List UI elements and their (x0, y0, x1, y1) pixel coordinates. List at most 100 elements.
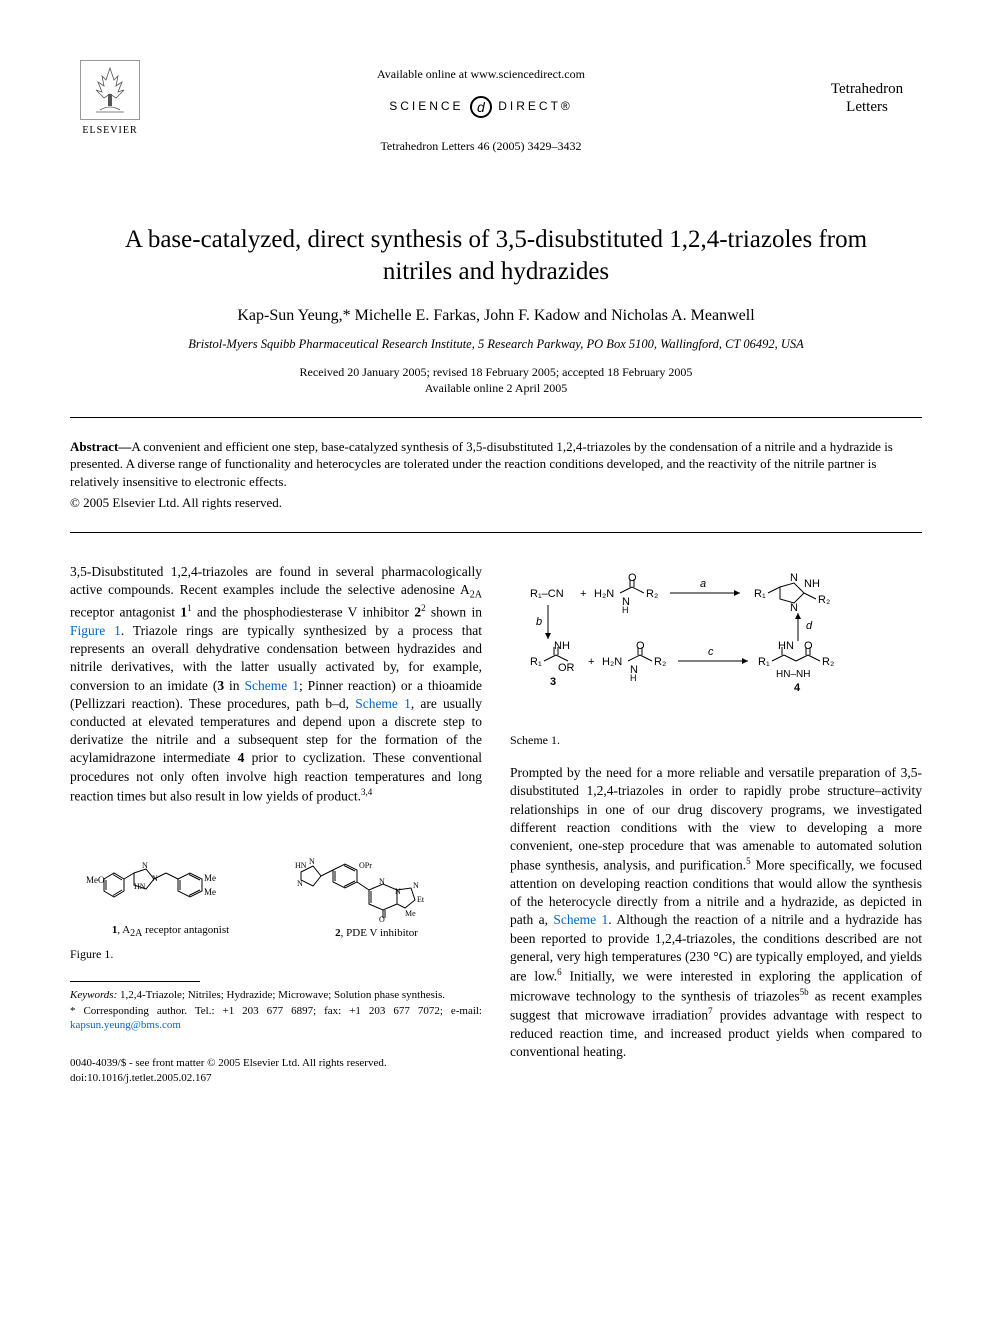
svg-text:3: 3 (550, 676, 556, 688)
svg-text:NH: NH (804, 578, 820, 590)
structure-2-label: 2, PDE V inhibitor (287, 926, 467, 941)
abstract-copyright: © 2005 Elsevier Ltd. All rights reserved… (70, 494, 922, 512)
svg-text:HN: HN (778, 640, 794, 652)
svg-text:O: O (804, 640, 813, 652)
svg-text:Me: Me (405, 909, 416, 918)
header-center: Available online at www.sciencedirect.co… (150, 60, 812, 184)
sciencedirect-logo: SCIENCE d DIRECT® (150, 96, 812, 118)
svg-text:H: H (630, 673, 637, 683)
sd-at-icon: d (470, 96, 492, 118)
doi-block: 0040-4039/$ - see front matter © 2005 El… (70, 1056, 482, 1085)
rule-bottom (70, 532, 922, 533)
citation-line: Tetrahedron Letters 46 (2005) 3429–3432 (150, 138, 812, 154)
para-1: 3,5-Disubstituted 1,2,4-triazoles are fo… (70, 563, 482, 806)
keywords-footnote: Keywords: 1,2,4-Triazole; Nitriles; Hydr… (70, 988, 482, 1002)
svg-text:Et: Et (417, 895, 425, 904)
authors-line: Kap-Sun Yeung,* Michelle E. Farkas, John… (70, 305, 922, 327)
right-column: R₁–CN + H₂N O N H R₂ (510, 563, 922, 1085)
svg-text:OR: OR (558, 662, 575, 674)
svg-text:R₂: R₂ (646, 588, 658, 600)
figure-1-caption: Figure 1. (70, 946, 482, 962)
svg-text:N: N (142, 861, 148, 870)
header-row: ELSEVIER Available online at www.science… (70, 60, 922, 184)
sd-left: SCIENCE (389, 99, 463, 113)
svg-text:N: N (413, 881, 419, 890)
svg-text:Me: Me (204, 873, 216, 883)
svg-text:O: O (379, 915, 385, 922)
footnote-separator (70, 981, 200, 982)
link-scheme-1c[interactable]: Scheme 1 (553, 912, 608, 927)
doi-line1: 0040-4039/$ - see front matter © 2005 El… (70, 1056, 482, 1070)
svg-text:N: N (790, 572, 798, 584)
corresponding-author-footnote: * Corresponding author. Tel.: +1 203 677… (70, 1004, 482, 1033)
affiliation: Bristol-Myers Squibb Pharmaceutical Rese… (70, 336, 922, 353)
svg-text:R₁: R₁ (758, 656, 770, 668)
abstract-label: Abstract— (70, 439, 131, 454)
svg-text:a: a (700, 578, 706, 590)
svg-text:H: H (622, 605, 629, 615)
page-container: ELSEVIER Available online at www.science… (0, 0, 992, 1125)
journal-name: Tetrahedron Letters (812, 80, 922, 116)
svg-text:H₂N: H₂N (594, 588, 614, 600)
svg-text:R₁: R₁ (530, 656, 542, 668)
svg-text:4: 4 (794, 682, 801, 694)
publisher-logo: ELSEVIER (70, 60, 150, 150)
structure-2: HN N N OPr (287, 822, 467, 941)
body-columns: 3,5-Disubstituted 1,2,4-triazoles are fo… (70, 563, 922, 1085)
svg-text:d: d (806, 620, 813, 632)
doi-line2: doi:10.1016/j.tetlet.2005.02.167 (70, 1071, 482, 1085)
scheme-1: R₁–CN + H₂N O N H R₂ (510, 569, 922, 724)
svg-text:H₂N: H₂N (602, 656, 622, 668)
svg-text:+: + (588, 656, 594, 668)
available-online-text: Available online at www.sciencedirect.co… (150, 66, 812, 82)
svg-text:R₂: R₂ (654, 656, 666, 668)
dates-block: Received 20 January 2005; revised 18 Feb… (70, 365, 922, 396)
figure-1-structures: MeO N N HN (70, 822, 482, 941)
svg-text:HN: HN (134, 882, 146, 891)
svg-text:N: N (297, 879, 303, 888)
left-column: 3,5-Disubstituted 1,2,4-triazoles are fo… (70, 563, 482, 1085)
journal-badge: Tetrahedron Letters (812, 60, 922, 116)
link-scheme-1a[interactable]: Scheme 1 (245, 678, 299, 693)
svg-text:NH: NH (554, 640, 570, 652)
structure-2-svg: HN N N OPr (287, 822, 467, 922)
svg-text:O: O (636, 640, 645, 652)
publisher-name: ELSEVIER (82, 124, 137, 138)
figure-1: MeO N N HN (70, 822, 482, 963)
svg-text:N: N (309, 857, 315, 866)
abstract-text: A convenient and efficient one step, bas… (70, 439, 893, 489)
structure-1-svg: MeO N N HN (86, 829, 256, 919)
dates-line2: Available online 2 April 2005 (70, 381, 922, 397)
sd-right: DIRECT® (498, 99, 573, 113)
svg-text:R₁–CN: R₁–CN (530, 588, 564, 600)
svg-text:O: O (628, 572, 637, 584)
rule-top (70, 417, 922, 418)
scheme-1-svg: R₁–CN + H₂N O N H R₂ (510, 569, 900, 719)
svg-text:N: N (379, 877, 385, 886)
article-title: A base-catalyzed, direct synthesis of 3,… (110, 224, 882, 287)
svg-text:+: + (580, 588, 586, 600)
svg-text:OPr: OPr (359, 861, 372, 870)
svg-text:MeO: MeO (86, 875, 105, 885)
svg-text:N: N (790, 602, 798, 614)
svg-text:R₂: R₂ (822, 656, 834, 668)
elsevier-tree-icon (80, 60, 140, 120)
abstract: Abstract—A convenient and efficient one … (70, 438, 922, 491)
para-2: Prompted by the need for a more reliable… (510, 764, 922, 1062)
svg-text:R₁: R₁ (754, 588, 766, 600)
svg-text:c: c (708, 646, 714, 658)
link-figure-1[interactable]: Figure 1 (70, 623, 121, 638)
structure-1: MeO N N HN (86, 829, 256, 941)
footnotes: Keywords: 1,2,4-Triazole; Nitriles; Hydr… (70, 988, 482, 1033)
link-scheme-1b[interactable]: Scheme 1 (355, 696, 411, 711)
email-link[interactable]: kapsun.yeung@bms.com (70, 1019, 181, 1031)
svg-text:HN–NH: HN–NH (776, 669, 810, 680)
svg-text:N: N (395, 887, 401, 896)
svg-text:HN: HN (295, 861, 307, 870)
dates-line1: Received 20 January 2005; revised 18 Feb… (70, 365, 922, 381)
svg-text:Me: Me (204, 887, 216, 897)
svg-text:b: b (536, 616, 542, 628)
structure-1-label: 1, A2A receptor antagonist (86, 923, 256, 941)
scheme-1-caption: Scheme 1. (510, 732, 922, 748)
svg-text:R₂: R₂ (818, 594, 830, 606)
